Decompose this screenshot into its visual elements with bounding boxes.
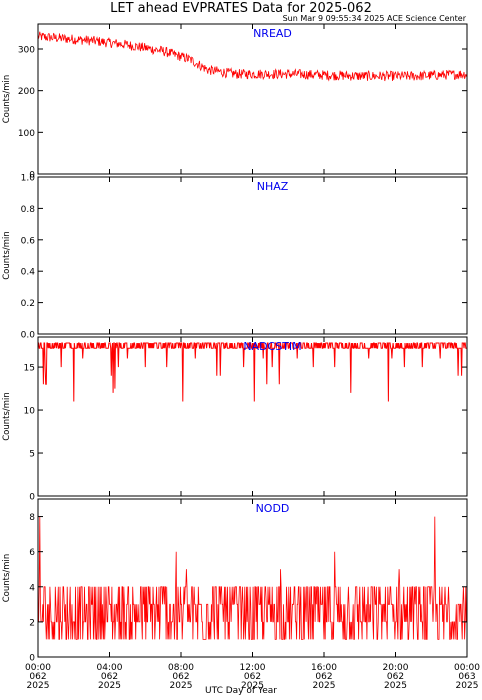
y-tick-label-1-1: 100 bbox=[18, 129, 35, 139]
y-tick-label-3-3: 15 bbox=[24, 364, 35, 374]
x-tick-doy-4: 062 bbox=[315, 672, 332, 682]
panel-title-4: NODD bbox=[256, 502, 290, 515]
plot-frame-2 bbox=[37, 176, 468, 335]
y-tick-label-2-1: 0.2 bbox=[21, 299, 35, 309]
x-tick-time-5: 20:00 bbox=[383, 663, 409, 673]
y-tick-label-1-0: 0 bbox=[29, 171, 35, 181]
x-tick-doy-2: 062 bbox=[172, 672, 189, 682]
x-tick-year-4: 2025 bbox=[313, 681, 336, 691]
series-line-3 bbox=[38, 342, 467, 402]
plot-frame-1 bbox=[37, 23, 468, 175]
x-tick-doy-3: 062 bbox=[244, 672, 261, 682]
y-tick-label-4-3: 6 bbox=[29, 548, 35, 558]
y-tick-label-1-2: 200 bbox=[18, 87, 35, 97]
series-line-4 bbox=[37, 516, 467, 640]
y-tick-label-4-0: 0 bbox=[29, 654, 35, 664]
x-tick-year-5: 2025 bbox=[384, 681, 407, 691]
series-line-1 bbox=[37, 31, 468, 82]
x-tick-time-2: 08:00 bbox=[168, 663, 194, 673]
x-tick-year-2: 2025 bbox=[170, 681, 193, 691]
x-tick-time-4: 16:00 bbox=[311, 663, 337, 673]
y-tick-label-2-5: 1.0 bbox=[21, 174, 36, 184]
x-tick-doy-5: 062 bbox=[387, 672, 404, 682]
y-axis-label-4: Counts/min bbox=[2, 554, 12, 603]
y-tick-label-3-0: 0 bbox=[29, 493, 35, 503]
y-axis-label-1: Counts/min bbox=[2, 75, 12, 124]
timestamp: Sun Mar 9 09:55:34 2025 ACE Science Cent… bbox=[282, 14, 466, 23]
panel-title-1: NREAD bbox=[253, 27, 292, 40]
x-tick-time-3: 12:00 bbox=[240, 663, 266, 673]
x-tick-time-0: 00:00 bbox=[25, 663, 51, 673]
y-tick-label-1-3: 300 bbox=[18, 46, 35, 56]
x-tick-year-3: 2025 bbox=[241, 681, 264, 691]
x-tick-doy-6: 063 bbox=[458, 672, 475, 682]
x-axis-label: UTC Day of Year bbox=[205, 686, 277, 696]
chart-title: LET ahead EVPRATES Data for 2025-062 bbox=[110, 1, 372, 16]
y-axis-label-2: Counts/min bbox=[2, 231, 12, 280]
y-tick-label-4-4: 8 bbox=[29, 513, 35, 523]
y-tick-label-2-4: 0.8 bbox=[21, 205, 36, 215]
panel-title-3: NADCSTIM bbox=[243, 340, 301, 353]
y-tick-label-2-2: 0.4 bbox=[21, 268, 36, 278]
x-tick-year-0: 2025 bbox=[27, 681, 50, 691]
y-tick-label-3-2: 10 bbox=[24, 407, 36, 417]
y-tick-label-3-1: 5 bbox=[29, 450, 35, 460]
panel-title-2: NHAZ bbox=[257, 180, 289, 193]
x-tick-time-1: 04:00 bbox=[97, 663, 123, 673]
x-tick-year-1: 2025 bbox=[98, 681, 121, 691]
x-tick-year-6: 2025 bbox=[456, 681, 479, 691]
y-tick-label-2-3: 0.6 bbox=[21, 236, 36, 246]
y-tick-label-4-2: 4 bbox=[29, 583, 35, 593]
plot-frame-3 bbox=[37, 336, 468, 497]
x-tick-time-6: 00:00 bbox=[454, 663, 480, 673]
y-tick-label-2-0: 0.0 bbox=[21, 331, 36, 341]
y-tick-label-4-1: 2 bbox=[29, 618, 35, 628]
x-tick-doy-0: 062 bbox=[29, 672, 46, 682]
y-axis-label-3: Counts/min bbox=[2, 392, 12, 441]
x-tick-doy-1: 062 bbox=[101, 672, 118, 682]
